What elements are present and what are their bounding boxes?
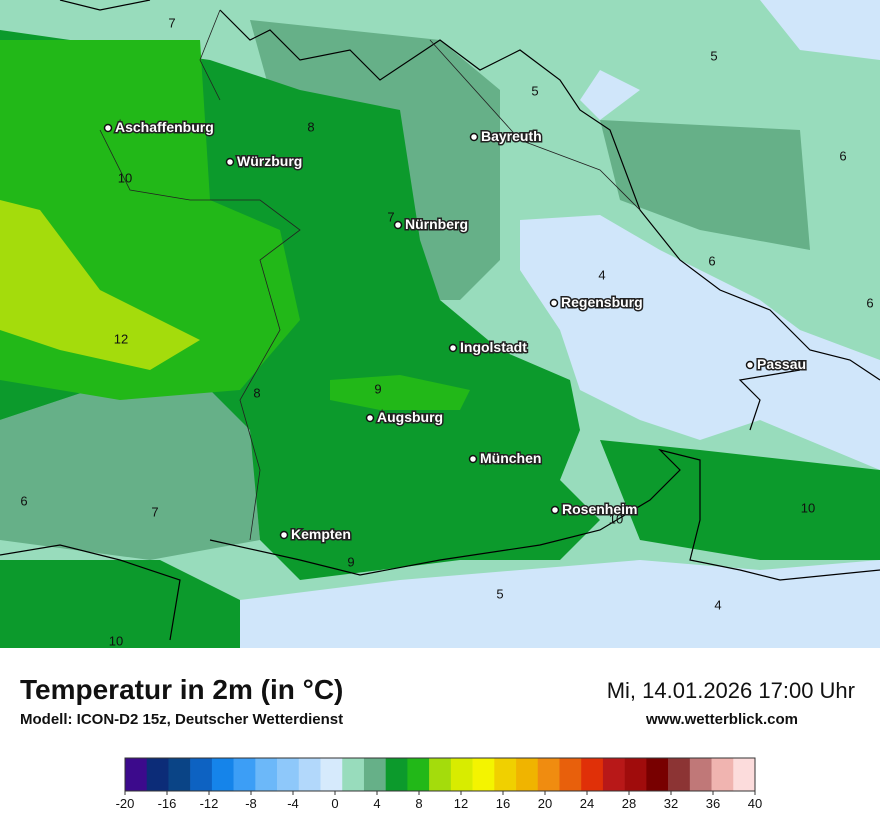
colorbar-swatch bbox=[494, 758, 517, 791]
colorbar-swatch bbox=[472, 758, 495, 791]
city-label: Kempten bbox=[291, 526, 351, 542]
city-label: Ingolstadt bbox=[460, 339, 527, 355]
city-dot bbox=[550, 505, 560, 515]
colorbar-tick-label: 32 bbox=[664, 796, 678, 811]
city-label: München bbox=[480, 450, 541, 466]
city-dot bbox=[393, 220, 403, 230]
colorbar-swatch bbox=[711, 758, 734, 791]
colorbar-swatch bbox=[516, 758, 539, 791]
colorbar-swatch bbox=[429, 758, 452, 791]
colorbar-frame bbox=[124, 757, 756, 792]
city-dot bbox=[225, 157, 235, 167]
colorbar-tick-label: -12 bbox=[200, 796, 219, 811]
contour-label: 6 bbox=[866, 295, 873, 310]
contour-label: 4 bbox=[598, 267, 605, 282]
datetime: Mi, 14.01.2026 17:00 Uhr bbox=[607, 678, 855, 703]
colorbar-swatch bbox=[277, 758, 300, 791]
colorbar-swatch bbox=[125, 758, 148, 791]
contour-label: 6 bbox=[839, 148, 846, 163]
title: Temperatur in 2m (in °C) bbox=[20, 674, 343, 705]
colorbar-swatch bbox=[211, 758, 234, 791]
contour-label: 5 bbox=[496, 586, 503, 601]
colorbar-swatch bbox=[342, 758, 365, 791]
colorbar-swatch bbox=[689, 758, 712, 791]
city-dot bbox=[365, 413, 375, 423]
city-label: Passau bbox=[757, 356, 806, 372]
colorbar-tick-label: 12 bbox=[454, 796, 468, 811]
colorbar-swatch bbox=[668, 758, 691, 791]
contour-label: 4 bbox=[714, 597, 721, 612]
contour-label: 7 bbox=[151, 504, 158, 519]
colorbar-swatch bbox=[581, 758, 604, 791]
colorbar-tick-label: -20 bbox=[116, 796, 135, 811]
colorbar-swatch bbox=[320, 758, 343, 791]
city-dot bbox=[469, 132, 479, 142]
colorbar-swatch bbox=[646, 758, 669, 791]
city-label: Rosenheim bbox=[562, 501, 637, 517]
city-dot bbox=[745, 360, 755, 370]
colorbar-tick-label: 20 bbox=[538, 796, 552, 811]
colorbar-swatch bbox=[407, 758, 430, 791]
colorbar-swatch bbox=[168, 758, 191, 791]
colorbar-tick-label: -8 bbox=[245, 796, 257, 811]
contour-label: 7 bbox=[168, 15, 175, 30]
contour-label: 9 bbox=[374, 381, 381, 396]
footer bbox=[0, 648, 880, 830]
contour-label: 5 bbox=[531, 83, 538, 98]
contour-label: 8 bbox=[307, 119, 314, 134]
colorbar-swatch bbox=[146, 758, 169, 791]
website: www.wetterblick.com bbox=[645, 711, 798, 728]
colorbar-swatch bbox=[298, 758, 321, 791]
colorbar-tick-label: 28 bbox=[622, 796, 636, 811]
colorbar-tick-label: 8 bbox=[415, 796, 422, 811]
colorbar-tick-label: 4 bbox=[373, 796, 380, 811]
city-dot bbox=[468, 454, 478, 464]
city-dot bbox=[103, 123, 113, 133]
contour-label: 8 bbox=[253, 385, 260, 400]
contour-label: 12 bbox=[114, 331, 128, 346]
colorbar-swatch bbox=[385, 758, 408, 791]
city-dot bbox=[448, 343, 458, 353]
colorbar-swatch bbox=[602, 758, 625, 791]
contour-label: 7 bbox=[387, 209, 394, 224]
contour-label: 6 bbox=[708, 253, 715, 268]
colorbar-swatch bbox=[733, 758, 756, 791]
colorbar-swatch bbox=[233, 758, 256, 791]
contour-label: 10 bbox=[118, 170, 132, 185]
contour-label: 5 bbox=[710, 48, 717, 63]
city-label: Nürnberg bbox=[405, 216, 468, 232]
subtitle: Modell: ICON-D2 15z, Deutscher Wetterdie… bbox=[20, 711, 343, 728]
colorbar-tick-label: 40 bbox=[748, 796, 762, 811]
colorbar-tick-label: -16 bbox=[158, 796, 177, 811]
city-label: Aschaffenburg bbox=[115, 119, 214, 135]
contour-label: 10 bbox=[109, 633, 123, 648]
city-dot bbox=[549, 298, 559, 308]
colorbar-tick-label: 16 bbox=[496, 796, 510, 811]
city-label: Regensburg bbox=[561, 294, 643, 310]
contour-label: 10 bbox=[801, 500, 815, 515]
colorbar-tick-label: 0 bbox=[331, 796, 338, 811]
colorbar-swatch bbox=[624, 758, 647, 791]
colorbar-swatch bbox=[255, 758, 278, 791]
colorbar-swatch bbox=[450, 758, 473, 791]
city-label: Bayreuth bbox=[481, 128, 542, 144]
colorbar-swatch bbox=[559, 758, 582, 791]
colorbar-tick-label: 36 bbox=[706, 796, 720, 811]
colorbar-swatch bbox=[363, 758, 386, 791]
map bbox=[0, 0, 880, 648]
city-dot bbox=[279, 530, 289, 540]
city-label: Augsburg bbox=[377, 409, 443, 425]
colorbar-swatch bbox=[190, 758, 213, 791]
colorbar-swatch bbox=[537, 758, 560, 791]
contour-label: 6 bbox=[20, 493, 27, 508]
colorbar-tick-label: -4 bbox=[287, 796, 299, 811]
contour-label: 10 bbox=[609, 511, 623, 526]
colorbar-tick-label: 24 bbox=[580, 796, 594, 811]
contour-label: 9 bbox=[347, 554, 354, 569]
city-label: Würzburg bbox=[237, 153, 302, 169]
